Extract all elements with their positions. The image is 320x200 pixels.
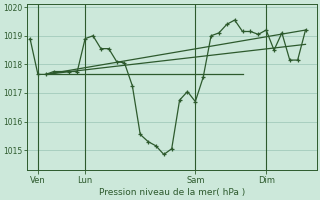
- X-axis label: Pression niveau de la mer( hPa ): Pression niveau de la mer( hPa ): [99, 188, 245, 197]
